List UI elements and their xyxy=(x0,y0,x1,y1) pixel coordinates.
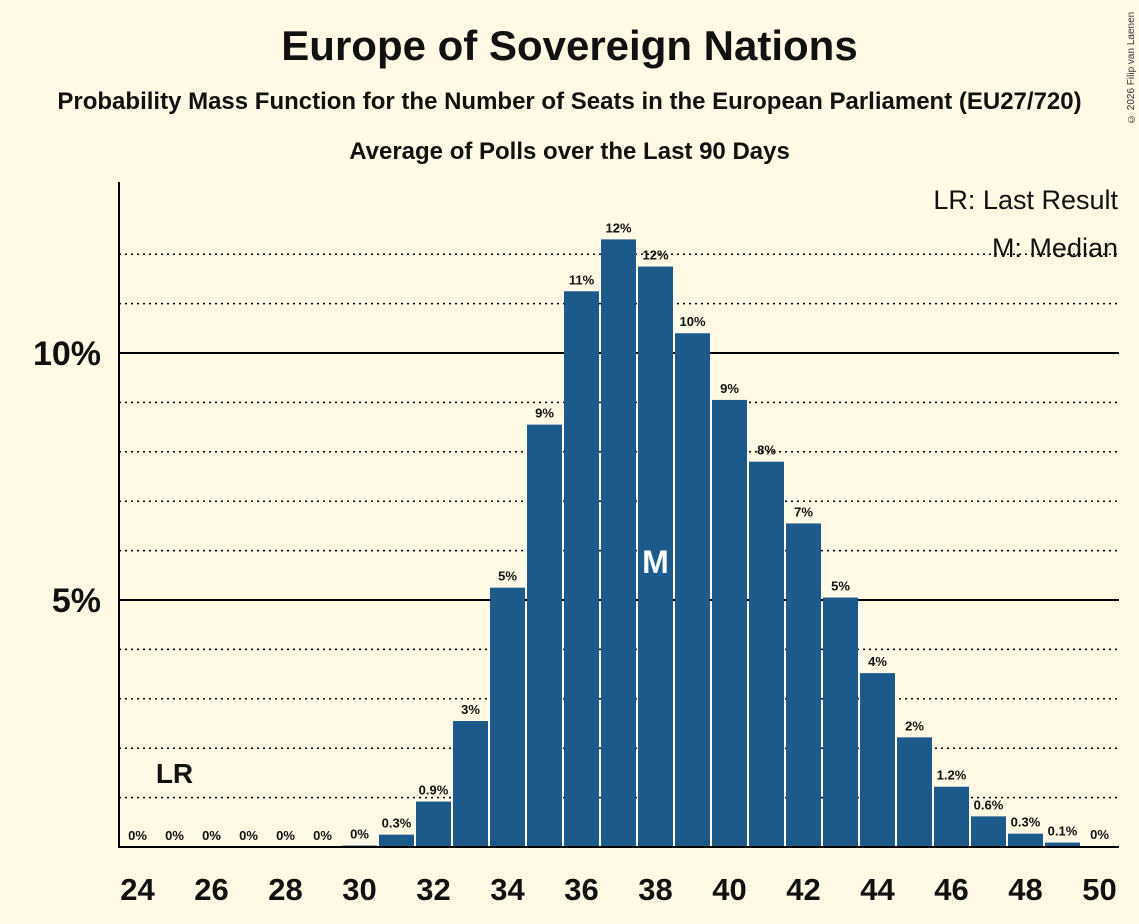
x-tick-label-46: 46 xyxy=(934,872,968,907)
bar-seat-37 xyxy=(601,239,636,847)
bar-seat-36 xyxy=(564,291,599,847)
bar-seat-49 xyxy=(1045,842,1080,847)
bar-seat-32 xyxy=(416,801,451,847)
bar-label-seat-50: 0% xyxy=(1090,827,1109,842)
bar-label-seat-27: 0% xyxy=(239,828,258,843)
y-tick-label-5: 5% xyxy=(52,582,101,620)
bar-seat-46 xyxy=(934,786,969,847)
x-tick-label-32: 32 xyxy=(416,872,450,907)
x-tick-label-44: 44 xyxy=(860,872,895,907)
x-tick-label-50: 50 xyxy=(1082,872,1116,907)
x-tick-label-38: 38 xyxy=(638,872,672,907)
bar-label-seat-36: 11% xyxy=(569,272,595,287)
x-tick-label-48: 48 xyxy=(1008,872,1042,907)
bar-seat-35 xyxy=(527,424,562,847)
bar-seat-41 xyxy=(749,461,784,847)
bar-label-seat-28: 0% xyxy=(276,828,295,843)
x-tick-label-40: 40 xyxy=(712,872,746,907)
bar-label-seat-32: 0.9% xyxy=(419,783,449,798)
bar-label-seat-43: 5% xyxy=(831,579,850,594)
annotations: LR M xyxy=(156,544,669,789)
axes xyxy=(118,182,1119,848)
bar-label-seat-29: 0% xyxy=(313,828,332,843)
last-result-marker: LR xyxy=(156,758,193,789)
legend-last-result: LR: Last Result xyxy=(933,185,1118,215)
bar-label-seat-39: 10% xyxy=(679,314,705,329)
bar-label-seat-49: 0.1% xyxy=(1048,824,1078,839)
bars xyxy=(342,239,1117,847)
x-tick-label-36: 36 xyxy=(564,872,598,907)
bar-label-seat-24: 0% xyxy=(128,828,147,843)
bar-label-seat-44: 4% xyxy=(868,654,887,669)
bar-seat-40 xyxy=(712,399,747,847)
tick-labels: 24 26 28 30 32 34 36 38 40 42 44 46 48 50 5% 10% xyxy=(33,335,1117,907)
bar-label-seat-25: 0% xyxy=(165,828,184,843)
bar-label-seat-42: 7% xyxy=(794,504,813,519)
bar-label-seat-31: 0.3% xyxy=(382,816,412,831)
bar-label-seat-26: 0% xyxy=(202,828,221,843)
bar-seat-38 xyxy=(638,266,673,847)
bar-seat-42 xyxy=(786,523,821,847)
chart-title: Europe of Sovereign Nations xyxy=(281,22,858,69)
bar-label-seat-34: 5% xyxy=(498,569,517,584)
x-tick-label-24: 24 xyxy=(120,872,155,907)
median-marker: M xyxy=(642,544,669,580)
bar-seat-39 xyxy=(675,333,710,847)
x-tick-label-28: 28 xyxy=(268,872,302,907)
chart-subtitle: Probability Mass Function for the Number… xyxy=(57,88,1082,115)
bar-seat-31 xyxy=(379,834,414,847)
bar-label-seat-47: 0.6% xyxy=(974,797,1004,812)
bar-seat-44 xyxy=(860,673,895,847)
bar-label-seat-45: 2% xyxy=(905,718,924,733)
bar-seat-45 xyxy=(897,737,932,847)
x-tick-label-42: 42 xyxy=(786,872,820,907)
bar-seat-48 xyxy=(1008,833,1043,847)
bar-label-seat-30: 0% xyxy=(350,827,369,842)
chart-caption: Average of Polls over the Last 90 Days xyxy=(349,138,790,165)
x-tick-label-30: 30 xyxy=(342,872,376,907)
bar-seat-43 xyxy=(823,597,858,847)
bar-label-seat-48: 0.3% xyxy=(1011,815,1041,830)
bar-seat-47 xyxy=(971,816,1006,847)
bar-labels: 0% 0% 0% 0% 0% 0% 0% 0.3% 0.9% 3% 5% 9% 11% 12% 12% 10%… xyxy=(128,220,1109,843)
bar-label-seat-38: 12% xyxy=(642,248,668,263)
x-tick-label-34: 34 xyxy=(490,872,525,907)
bar-label-seat-41: 8% xyxy=(757,443,776,458)
bar-label-seat-40: 9% xyxy=(720,381,739,396)
bar-seat-34 xyxy=(490,587,525,847)
legend-median: M: Median xyxy=(992,233,1118,263)
bar-label-seat-37: 12% xyxy=(605,220,631,235)
bar-seat-33 xyxy=(453,721,488,847)
bar-label-seat-46: 1.2% xyxy=(937,768,967,783)
x-tick-label-26: 26 xyxy=(194,872,228,907)
bar-label-seat-33: 3% xyxy=(461,702,480,717)
bar-label-seat-35: 9% xyxy=(535,406,554,421)
y-tick-label-10: 10% xyxy=(33,335,101,373)
